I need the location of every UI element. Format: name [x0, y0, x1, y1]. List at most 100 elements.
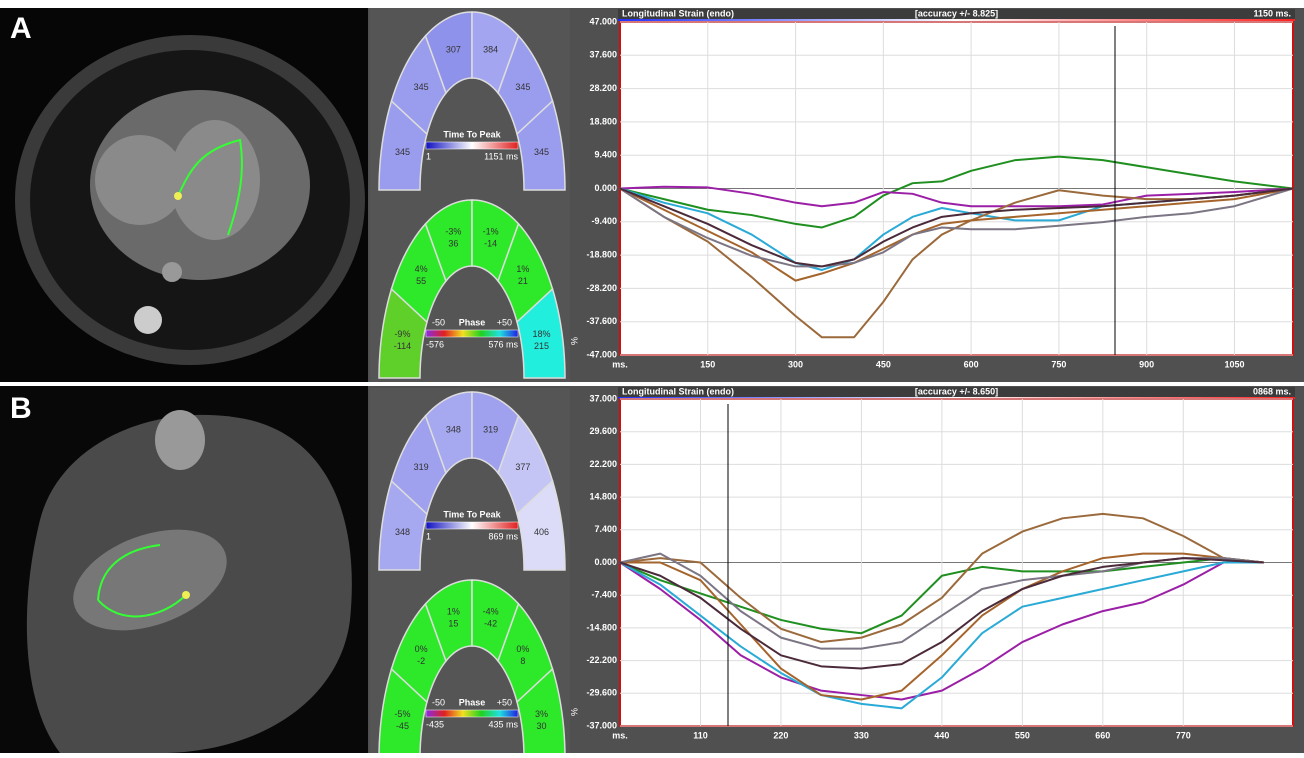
- colorbar-title: Phase: [459, 317, 486, 327]
- segment-value: 345: [534, 147, 549, 157]
- segment-value: 345: [395, 147, 410, 157]
- segment-percent: -5%: [394, 709, 410, 719]
- y-tick-label: -14.800: [586, 622, 617, 632]
- segment-percent: 18%: [533, 329, 551, 339]
- colorbar-min: -576: [426, 339, 444, 349]
- segment-value: 21: [518, 276, 528, 286]
- y-tick-label: -28.200: [586, 283, 617, 293]
- x-tick-label: 600: [964, 359, 979, 369]
- segment-value: 384: [483, 44, 498, 54]
- segment-percent: -4%: [483, 606, 499, 616]
- segment-value: 377: [515, 462, 530, 472]
- y-tick-label: -18.800: [586, 249, 617, 259]
- colorbar-range: +50: [497, 697, 512, 707]
- y-tick-label: -37.600: [586, 316, 617, 326]
- colorbar-min: 1: [426, 151, 431, 161]
- x-tick-label: 550: [1015, 730, 1030, 740]
- x-tick-label: 330: [854, 730, 869, 740]
- x-tick-label: 750: [1051, 359, 1066, 369]
- x-tick-label: 220: [773, 730, 788, 740]
- segment-value: 215: [534, 341, 549, 351]
- segment-value: 307: [446, 44, 461, 54]
- x-tick-label: 1050: [1224, 359, 1244, 369]
- colorbar: [426, 522, 518, 529]
- y-tick-label: 29.600: [589, 426, 617, 436]
- y-tick-label: 9.400: [594, 150, 617, 160]
- y-tick-label: -29.600: [586, 688, 617, 698]
- segment-percent: 4%: [415, 264, 428, 274]
- chart-title: Longitudinal Strain (endo): [622, 8, 734, 18]
- panel-label: A: [10, 12, 32, 45]
- colorbar-range: -50: [432, 697, 445, 707]
- y-tick-label: -47.000: [586, 349, 617, 359]
- x-tick-label: 450: [876, 359, 891, 369]
- x-tick-label: 440: [934, 730, 949, 740]
- segment-percent: 1%: [447, 606, 460, 616]
- segment-value: 348: [395, 527, 410, 537]
- segment-value: -2: [417, 656, 425, 666]
- y-tick-label: 47.000: [589, 16, 617, 26]
- y-tick-label: -37.000: [586, 720, 617, 730]
- x-tick-label: 300: [788, 359, 803, 369]
- segment-percent: 1%: [516, 264, 529, 274]
- segment-percent: 0%: [516, 644, 529, 654]
- y-tick-label: 28.200: [589, 83, 617, 93]
- segment-value: 30: [537, 721, 547, 731]
- x-tick-label: 770: [1176, 730, 1191, 740]
- segment-value: -42: [484, 618, 497, 628]
- x-tick-label: ms.: [612, 359, 628, 369]
- y-tick-label: 22.200: [589, 459, 617, 469]
- segment-percent: -9%: [394, 329, 410, 339]
- segment-value: 319: [483, 424, 498, 434]
- y-tick-label: 18.800: [589, 116, 617, 126]
- y-tick-label: 0.000: [594, 557, 617, 567]
- y-tick-label: -9.400: [591, 216, 617, 226]
- colorbar-title: Time To Peak: [443, 129, 501, 139]
- y-axis-label: %: [569, 708, 579, 716]
- segment-percent: 0%: [415, 644, 428, 654]
- header-gradient: [618, 19, 1295, 21]
- panel-label: B: [10, 392, 32, 425]
- segment-value: -45: [396, 721, 409, 731]
- segment-value: 345: [515, 82, 530, 92]
- segment-value: 345: [414, 82, 429, 92]
- page: A345345307384345345Time To Peak11151 ms-…: [0, 0, 1304, 758]
- colorbar: [426, 710, 518, 717]
- chart-title: Longitudinal Strain (endo): [622, 386, 734, 396]
- x-tick-label: ms.: [612, 730, 628, 740]
- segment-value: 406: [534, 527, 549, 537]
- y-tick-label: -7.400: [591, 590, 617, 600]
- colorbar-max: 435 ms: [488, 719, 518, 729]
- y-tick-label: 0.000: [594, 183, 617, 193]
- colorbar-title: Time To Peak: [443, 509, 501, 519]
- colorbar: [426, 330, 518, 337]
- colorbar-range: +50: [497, 317, 512, 327]
- segment-value: 348: [446, 424, 461, 434]
- segment-value: -14: [484, 238, 497, 248]
- segment-percent: 3%: [535, 709, 548, 719]
- colorbar-max: 869 ms: [488, 531, 518, 541]
- segment-value: 8: [520, 656, 525, 666]
- y-tick-label: 37.000: [589, 393, 617, 403]
- x-tick-label: 900: [1139, 359, 1154, 369]
- x-tick-label: 150: [700, 359, 715, 369]
- segment-value: -114: [394, 341, 411, 351]
- time-label: 1150 ms.: [1253, 8, 1291, 18]
- x-tick-label: 660: [1095, 730, 1110, 740]
- time-label: 0868 ms.: [1253, 386, 1291, 396]
- segment-value: 36: [448, 238, 458, 248]
- y-tick-label: 14.800: [589, 491, 617, 501]
- chart-subtitle: [accuracy +/- 8.650]: [915, 386, 998, 396]
- segment-percent: -1%: [483, 226, 499, 236]
- colorbar-min: -435: [426, 719, 444, 729]
- colorbar-min: 1: [426, 531, 431, 541]
- colorbar-max: 576 ms: [488, 339, 518, 349]
- x-tick-label: 110: [693, 730, 708, 740]
- segment-value: 55: [416, 276, 426, 286]
- figure: A345345307384345345Time To Peak11151 ms-…: [0, 0, 1304, 753]
- y-tick-label: 37.600: [589, 50, 617, 60]
- mri-image-b: [0, 386, 368, 753]
- colorbar-range: -50: [432, 317, 445, 327]
- segment-percent: -3%: [445, 226, 461, 236]
- mri-image-a: [0, 8, 368, 382]
